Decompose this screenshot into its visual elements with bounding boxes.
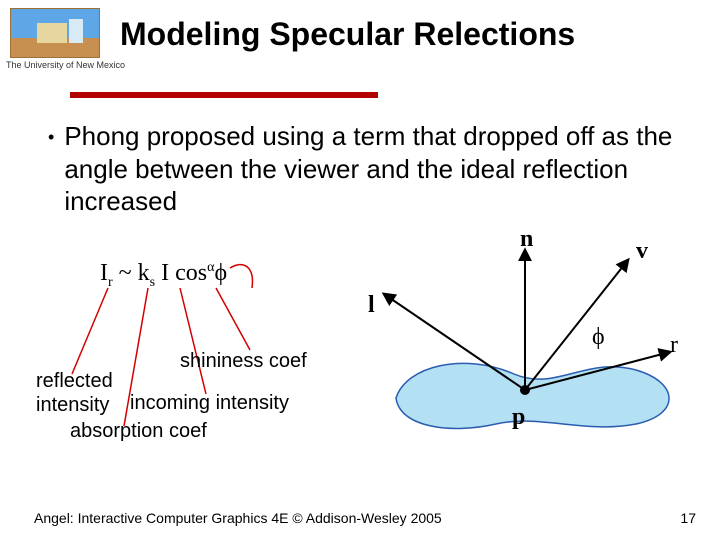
formula-ks-sub: s (150, 275, 155, 290)
university-logo (10, 8, 100, 58)
phong-formula: Ir ~ ks I cosαϕ (100, 260, 227, 291)
bullet-item: • Phong proposed using a term that dropp… (48, 120, 688, 218)
label-r: r (670, 332, 678, 359)
formula-tilde: ~ (113, 260, 138, 286)
formula-Ir-sub: r (108, 275, 113, 290)
slide: The University of New Mexico Modeling Sp… (0, 0, 720, 540)
annot-intensity: intensity (36, 394, 109, 417)
formula-cos: cos (175, 260, 207, 286)
footer-citation: Angel: Interactive Computer Graphics 4E … (34, 510, 442, 526)
formula-alpha: α (207, 260, 214, 275)
page-title: Modeling Specular Relections (120, 16, 575, 53)
label-n: n (520, 226, 533, 253)
annot-absorption: absorption coef (70, 420, 207, 443)
university-name: The University of New Mexico (6, 60, 125, 70)
annot-incoming: incoming intensity (130, 392, 289, 415)
body-text-block: • Phong proposed using a term that dropp… (48, 120, 688, 218)
reflection-diagram: n v l r p ϕ (370, 232, 680, 462)
page-number: 17 (680, 510, 696, 526)
bullet-dot-icon: • (48, 120, 54, 154)
formula-I: I (155, 260, 175, 286)
bullet-text: Phong proposed using a term that dropped… (64, 120, 688, 218)
vector-l (384, 294, 525, 390)
title-underline (70, 92, 378, 98)
annot-shininess: shininess coef (180, 350, 307, 373)
vector-v (525, 260, 628, 390)
vector-r (525, 352, 670, 390)
label-phi: ϕ (592, 324, 605, 351)
formula-k: k (138, 260, 150, 286)
formula-phi: ϕ (214, 260, 227, 286)
label-l: l (368, 292, 375, 319)
point-p (520, 385, 530, 395)
formula-Ir-I: I (100, 260, 108, 286)
label-p: p (512, 404, 525, 431)
label-v: v (636, 238, 648, 265)
annot-reflected: reflected (36, 370, 113, 393)
